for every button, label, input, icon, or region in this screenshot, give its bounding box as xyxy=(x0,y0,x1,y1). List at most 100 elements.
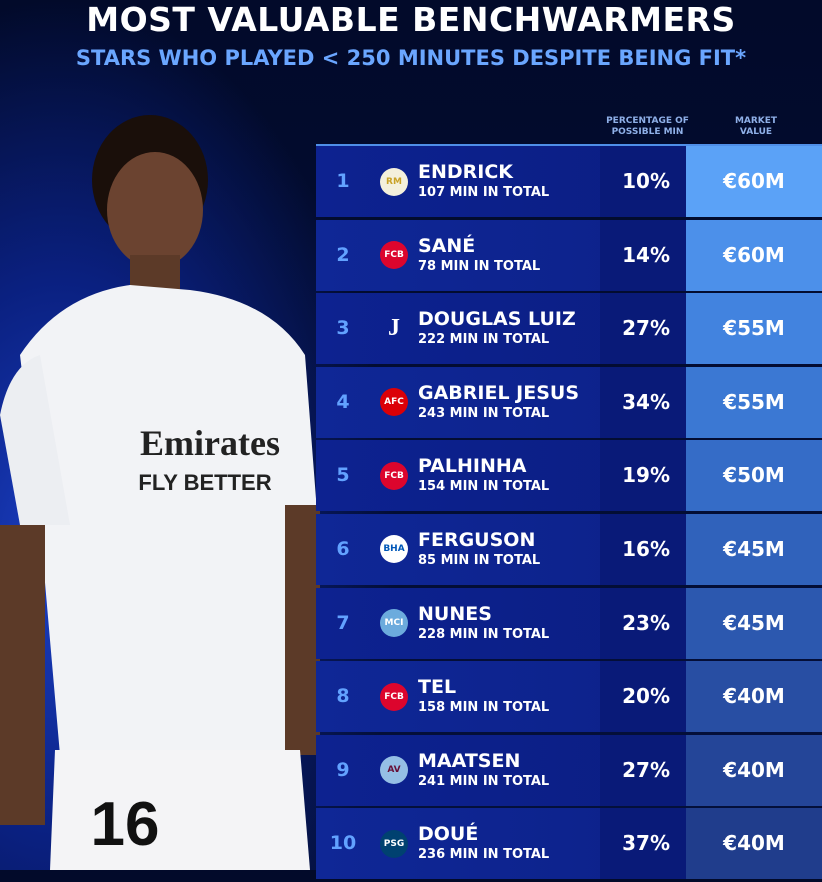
percentage-of-possible-minutes: 14% xyxy=(600,219,686,291)
player-info: DOUÉ 236 MIN IN TOTAL xyxy=(418,808,822,879)
minutes-played: 154 MIN IN TOTAL xyxy=(418,479,550,495)
player-name: ENDRICK xyxy=(418,161,514,183)
player-name: MAATSEN xyxy=(418,749,521,772)
table-row: 9 AV MAATSEN 241 MIN IN TOTAL 27% €40M xyxy=(316,734,822,806)
player-info: TEL 158 MIN IN TOTAL xyxy=(418,661,822,732)
percentage-of-possible-minutes: 20% xyxy=(600,661,686,733)
player-info: FERGUSON 85 MIN IN TOTAL xyxy=(418,514,822,585)
player-name: FERGUSON xyxy=(418,528,536,551)
market-value: €45M xyxy=(686,513,822,585)
rank: 6 xyxy=(336,537,350,560)
table-row: 7 MCI NUNES 228 MIN IN TOTAL 23% €45M xyxy=(316,587,822,659)
man-city-crest-icon: MCI xyxy=(380,609,408,638)
table-top-line xyxy=(316,144,822,146)
market-value: €55M xyxy=(686,366,822,438)
real-madrid-crest-icon: RM xyxy=(380,167,408,196)
percentage-of-possible-minutes: 27% xyxy=(600,734,686,806)
rank: 3 xyxy=(336,317,350,340)
column-header-market-value: MARKET VALUE xyxy=(734,116,778,137)
rank: 10 xyxy=(329,832,357,855)
crest: BHA xyxy=(370,514,418,585)
minutes-played: 78 MIN IN TOTAL xyxy=(418,258,541,274)
minutes-played: 236 MIN IN TOTAL xyxy=(418,847,550,863)
player-name: DOUGLAS LUIZ xyxy=(418,308,576,331)
percentage-of-possible-minutes: 19% xyxy=(600,440,686,512)
player-info: NUNES 228 MIN IN TOTAL xyxy=(418,588,822,659)
rank: 7 xyxy=(336,611,350,634)
table-row: 2 FCB SANÉ 78 MIN IN TOTAL 14% €60M xyxy=(316,219,822,291)
player-name: DOUÉ xyxy=(418,823,479,846)
percentage-of-possible-minutes: 34% xyxy=(600,366,686,438)
market-value: €45M xyxy=(686,587,822,659)
table-row: 10 PSG DOUÉ 236 MIN IN TOTAL 37% €40M xyxy=(316,808,822,880)
market-value: €55M xyxy=(686,293,822,365)
minutes-played: 222 MIN IN TOTAL xyxy=(418,332,550,348)
player-photo: Emirates FLY BETTER 16 xyxy=(0,115,320,870)
percentage-of-possible-minutes: 23% xyxy=(600,587,686,659)
svg-text:16: 16 xyxy=(91,790,160,859)
player-name: PALHINHA xyxy=(418,455,527,478)
market-value: €60M xyxy=(686,146,822,217)
table-row: 8 FCB TEL 158 MIN IN TOTAL 20% €40M xyxy=(316,661,822,733)
table-row: 1 RM ENDRICK 107 MIN IN TOTAL 10% €60M xyxy=(316,146,822,217)
rank: 2 xyxy=(336,243,350,266)
ranking-table: 1 RM ENDRICK 107 MIN IN TOTAL 10% €60M 2… xyxy=(316,144,822,882)
percentage-of-possible-minutes: 27% xyxy=(600,293,686,365)
player-info: SANÉ 78 MIN IN TOTAL xyxy=(418,220,822,291)
player-name: TEL xyxy=(418,676,457,699)
minutes-played: 241 MIN IN TOTAL xyxy=(418,773,550,789)
player-info: MAATSEN 241 MIN IN TOTAL xyxy=(418,735,822,806)
arsenal-crest-icon: AFC xyxy=(380,388,408,417)
player-info: PALHINHA 154 MIN IN TOTAL xyxy=(418,440,822,511)
market-value: €40M xyxy=(686,734,822,806)
bayern-crest-icon: FCB xyxy=(380,682,408,711)
table-row: 6 BHA FERGUSON 85 MIN IN TOTAL 16% €45M xyxy=(316,513,822,585)
psg-crest-icon: PSG xyxy=(380,829,408,858)
rank: 4 xyxy=(336,390,350,413)
crest: FCB xyxy=(370,440,418,511)
minutes-played: 85 MIN IN TOTAL xyxy=(418,552,541,568)
crest: AFC xyxy=(370,367,418,438)
crest: J xyxy=(370,293,418,364)
percentage-of-possible-minutes: 16% xyxy=(600,513,686,585)
svg-text:Emirates: Emirates xyxy=(140,423,280,463)
rank: 8 xyxy=(336,685,350,708)
market-value: €60M xyxy=(686,219,822,291)
minutes-played: 228 MIN IN TOTAL xyxy=(418,626,550,642)
player-name: SANÉ xyxy=(418,234,476,257)
svg-text:FLY BETTER: FLY BETTER xyxy=(138,470,271,495)
player-name: GABRIEL JESUS xyxy=(418,381,580,404)
bayern-crest-icon: FCB xyxy=(380,241,408,270)
rank: 1 xyxy=(336,170,350,192)
market-value: €40M xyxy=(686,808,822,880)
player-info: GABRIEL JESUS 243 MIN IN TOTAL xyxy=(418,367,822,438)
crest: PSG xyxy=(370,808,418,879)
table-row: 4 AFC GABRIEL JESUS 243 MIN IN TOTAL 34%… xyxy=(316,366,822,438)
market-value: €50M xyxy=(686,440,822,512)
crest: FCB xyxy=(370,220,418,291)
percentage-of-possible-minutes: 10% xyxy=(600,146,686,217)
minutes-played: 243 MIN IN TOTAL xyxy=(418,405,550,421)
crest: RM xyxy=(370,146,418,217)
crest: AV xyxy=(370,735,418,806)
minutes-played: 158 MIN IN TOTAL xyxy=(418,700,550,716)
rank: 9 xyxy=(336,758,350,781)
aston-villa-crest-icon: AV xyxy=(380,756,408,785)
bayern-crest-icon: FCB xyxy=(380,461,408,490)
juventus-crest-icon: J xyxy=(388,315,400,342)
crest: FCB xyxy=(370,661,418,732)
minutes-played: 107 MIN IN TOTAL xyxy=(418,185,550,200)
page-subtitle: STARS WHO PLAYED < 250 MINUTES DESPITE B… xyxy=(75,46,747,70)
rank: 5 xyxy=(336,464,350,487)
player-info: DOUGLAS LUIZ 222 MIN IN TOTAL xyxy=(418,293,822,364)
table-row: 5 FCB PALHINHA 154 MIN IN TOTAL 19% €50M xyxy=(316,440,822,512)
percentage-of-possible-minutes: 37% xyxy=(600,808,686,880)
market-value: €40M xyxy=(686,661,822,733)
crest: MCI xyxy=(370,588,418,659)
table-row: 3 J DOUGLAS LUIZ 222 MIN IN TOTAL 27% €5… xyxy=(316,293,822,365)
page-title: MOST VALUABLE BENCHWARMERS xyxy=(86,0,736,39)
player-name: NUNES xyxy=(418,602,492,625)
column-header-percentage: PERCENTAGE OF POSSIBLE MIN xyxy=(606,116,689,137)
player-info: ENDRICK 107 MIN IN TOTAL xyxy=(418,146,822,217)
brighton-crest-icon: BHA xyxy=(380,535,408,564)
